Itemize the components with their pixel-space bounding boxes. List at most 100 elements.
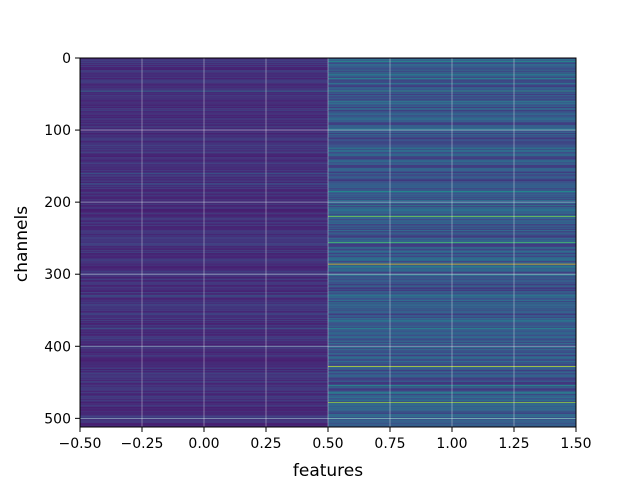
heatmap-cell xyxy=(80,138,328,140)
heatmap-cell xyxy=(328,343,576,345)
heatmap-cell xyxy=(80,294,328,296)
heatmap-cell xyxy=(328,141,576,143)
heatmap-cell xyxy=(80,139,328,141)
heatmap-cell xyxy=(328,183,576,185)
heatmap-cell xyxy=(80,132,328,134)
heatmap-cell xyxy=(80,69,328,71)
heatmap-cell xyxy=(328,159,576,162)
heatmap-cell xyxy=(80,416,328,418)
heatmap-cell xyxy=(80,398,328,400)
heatmap-cell xyxy=(328,209,576,211)
heatmap-cell xyxy=(80,82,328,84)
heatmap-cell xyxy=(80,212,328,214)
heatmap-cell xyxy=(80,70,328,72)
heatmap-cell xyxy=(328,266,576,268)
heatmap-cell xyxy=(80,156,328,158)
heatmap-cell xyxy=(80,102,328,104)
heatmap-cell xyxy=(80,407,328,409)
heatmap-cell xyxy=(328,107,576,109)
heatmap-cell xyxy=(80,273,328,275)
heatmap-cell xyxy=(328,403,576,405)
heatmap-cell xyxy=(80,260,328,262)
heatmap-cell xyxy=(80,363,328,366)
heatmap-cell xyxy=(328,333,576,335)
heatmap-cell xyxy=(80,280,328,282)
heatmap-cell xyxy=(328,389,576,391)
heatmap-cell xyxy=(328,412,576,415)
heatmap-cell xyxy=(328,156,576,158)
heatmap-cell xyxy=(80,222,328,224)
heatmap-cell xyxy=(328,185,576,187)
heatmap-cell xyxy=(328,131,576,133)
heatmap-cell xyxy=(80,176,328,178)
heatmap-cell xyxy=(80,373,328,375)
heatmap-cell xyxy=(328,379,576,381)
heatmap-cell xyxy=(80,75,328,77)
heatmap-cell xyxy=(80,288,328,291)
heatmap-cell xyxy=(328,213,576,215)
heatmap-cell xyxy=(80,74,328,76)
heatmap-cell xyxy=(80,164,328,166)
heatmap-cell xyxy=(80,420,328,422)
heatmap-cell xyxy=(80,250,328,252)
heatmap-cell xyxy=(80,257,328,260)
heatmap-cell xyxy=(80,345,328,347)
heatmap-cell xyxy=(80,234,328,237)
heatmap-cell xyxy=(328,290,576,292)
heatmap-cell xyxy=(328,88,576,90)
heatmap-cell xyxy=(80,328,328,330)
heatmap-cell xyxy=(80,394,328,396)
heatmap-cell xyxy=(328,361,576,363)
heatmap-cell xyxy=(328,82,576,84)
heatmap-cell xyxy=(328,355,576,357)
heatmap-cell xyxy=(80,265,328,267)
heatmap-cell xyxy=(80,142,328,144)
heatmap-cell xyxy=(328,387,576,389)
heatmap-cell xyxy=(328,421,576,423)
heatmap-cell xyxy=(328,381,576,384)
heatmap-cell xyxy=(328,123,576,125)
heatmap-cell xyxy=(328,131,576,133)
heatmap-cell xyxy=(80,376,328,378)
heatmap-cell xyxy=(80,152,328,154)
heatmap-cell xyxy=(328,324,576,326)
heatmap-cell xyxy=(328,275,576,277)
heatmap-cell xyxy=(80,211,328,213)
heatmap-cell xyxy=(328,97,576,100)
heatmap-cell xyxy=(80,194,328,196)
heatmap-cell xyxy=(80,61,328,63)
heatmap-cell xyxy=(328,186,576,188)
heatmap-cell xyxy=(328,221,576,224)
heatmap-cell xyxy=(328,386,576,388)
heatmap-cell xyxy=(80,149,328,151)
heatmap-cell xyxy=(328,404,576,406)
heatmap-cell xyxy=(328,179,576,181)
heatmap-cell xyxy=(80,83,328,85)
heatmap-cell xyxy=(80,88,328,90)
heatmap-cell xyxy=(80,252,328,255)
heatmap-cell xyxy=(328,314,576,317)
heatmap-cell xyxy=(80,378,328,380)
heatmap-cell xyxy=(328,196,576,198)
heatmap-cell xyxy=(80,358,328,360)
heatmap-cell xyxy=(80,162,328,164)
heatmap-cell xyxy=(80,233,328,235)
heatmap-cell xyxy=(328,262,576,264)
heatmap-cell xyxy=(328,418,576,420)
heatmap-cell xyxy=(328,178,576,180)
heatmap-cell xyxy=(328,61,576,63)
heatmap-cell xyxy=(328,406,576,408)
heatmap-cell xyxy=(80,161,328,163)
heatmap-cell xyxy=(80,199,328,201)
heatmap-cell xyxy=(80,315,328,317)
heatmap-cell xyxy=(328,220,576,222)
heatmap-cell xyxy=(80,96,328,98)
heatmap-cell xyxy=(80,172,328,175)
heatmap-cell xyxy=(328,81,576,83)
heatmap-cell xyxy=(328,67,576,69)
heatmap-cell xyxy=(328,72,576,74)
heatmap-cell xyxy=(328,123,576,126)
heatmap-cell xyxy=(80,203,328,206)
heatmap-cell xyxy=(328,188,576,190)
heatmap-cell xyxy=(80,408,328,410)
